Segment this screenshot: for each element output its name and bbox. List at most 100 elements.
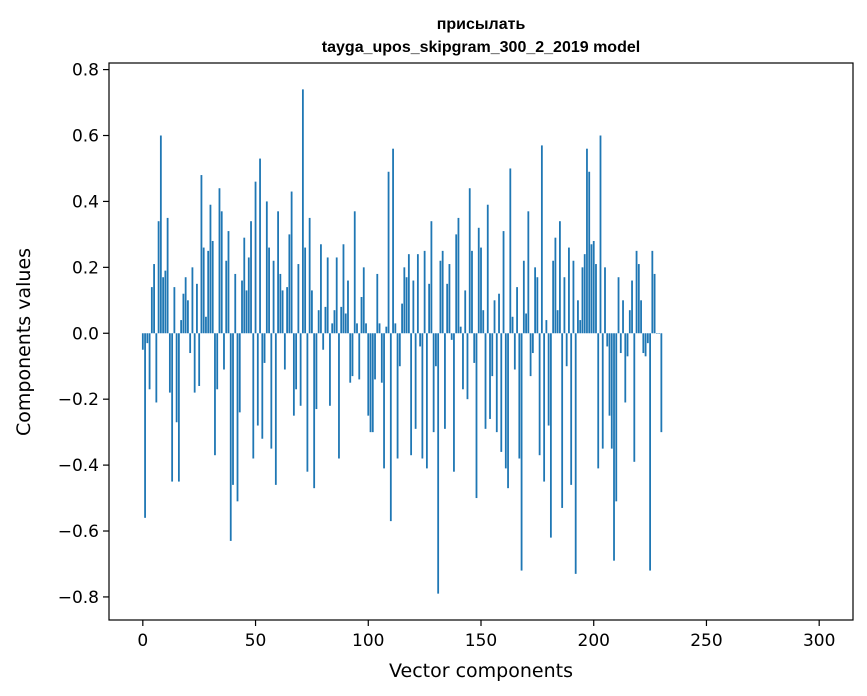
bar (646, 333, 649, 344)
bar (227, 231, 230, 334)
bar (274, 333, 277, 485)
bar (189, 333, 192, 354)
bar (146, 333, 149, 344)
bar (545, 320, 548, 334)
bar (466, 333, 469, 400)
bar (561, 333, 564, 508)
bar (358, 333, 361, 380)
bar (347, 280, 349, 334)
bar (504, 333, 507, 469)
bar (615, 333, 618, 502)
bar (570, 333, 573, 485)
bar (457, 217, 460, 334)
bar (412, 280, 415, 334)
bar (414, 333, 417, 429)
bar (220, 211, 223, 334)
y-axis: 0.8 0.6 0.4 0.2 0.0 −0.2 −0.4 −0.6 −0.8 (58, 61, 109, 608)
bar (308, 217, 311, 334)
y-tick-label: −0.6 (58, 522, 99, 542)
bar (464, 290, 467, 334)
bar (437, 333, 440, 594)
bar (500, 333, 503, 452)
bar (617, 277, 620, 334)
bar (184, 277, 187, 334)
bar (290, 191, 293, 334)
bar (507, 333, 509, 489)
bar (238, 333, 241, 413)
bar (590, 244, 593, 334)
bar (265, 201, 268, 334)
bar (527, 211, 530, 334)
x-axis-label: Vector components (389, 660, 573, 682)
bar (157, 221, 160, 334)
bar (495, 333, 498, 433)
bar (396, 333, 399, 459)
bar (166, 217, 169, 334)
bar (200, 175, 203, 334)
bar (581, 267, 584, 334)
bar (389, 333, 392, 522)
bar (270, 333, 273, 449)
bar (556, 310, 559, 334)
bar (268, 247, 270, 334)
bar (187, 300, 189, 334)
bar (333, 310, 336, 334)
bar (477, 227, 480, 334)
bar (660, 333, 663, 433)
x-tick-label: 50 (245, 631, 267, 651)
bar (191, 267, 194, 334)
bar (144, 333, 146, 518)
bar (559, 221, 561, 334)
bar (223, 333, 225, 370)
bar (554, 237, 557, 334)
bar (588, 171, 591, 334)
bar (435, 333, 437, 367)
bar (207, 250, 210, 334)
bar (241, 280, 243, 334)
bar (387, 171, 390, 334)
bar (534, 267, 537, 334)
bar (428, 283, 431, 334)
bar (572, 260, 575, 334)
bar (218, 188, 221, 334)
bar (288, 234, 291, 334)
bar (531, 333, 534, 354)
bar (658, 333, 661, 334)
y-tick-label: 0.6 (72, 127, 99, 147)
bar (299, 333, 302, 406)
bar (283, 333, 286, 370)
bar (480, 247, 482, 334)
bar (403, 267, 406, 334)
x-tick-label: 250 (690, 631, 722, 651)
bar (232, 333, 234, 485)
bar (631, 280, 633, 334)
bar (164, 270, 167, 334)
bar (322, 333, 325, 350)
bar (511, 316, 514, 334)
bar (444, 333, 446, 429)
bar (177, 333, 180, 482)
bar (295, 333, 298, 390)
bar (430, 221, 433, 334)
y-axis-label: Components values (13, 248, 35, 436)
bar (254, 181, 257, 334)
bar (279, 273, 282, 334)
y-tick-label: −0.4 (58, 456, 99, 476)
x-tick-label: 150 (465, 631, 497, 651)
bar (610, 333, 613, 449)
bar (432, 333, 435, 433)
bar (583, 254, 586, 334)
y-tick-label: 0.0 (72, 324, 99, 344)
bar (148, 333, 151, 390)
bar (520, 333, 523, 571)
bar (489, 333, 491, 419)
bar (182, 293, 185, 334)
bar (498, 293, 500, 334)
bar (304, 247, 307, 334)
bar (577, 300, 579, 334)
bar (574, 333, 577, 574)
bar (653, 273, 656, 334)
bar (250, 221, 252, 334)
bar (162, 277, 165, 334)
